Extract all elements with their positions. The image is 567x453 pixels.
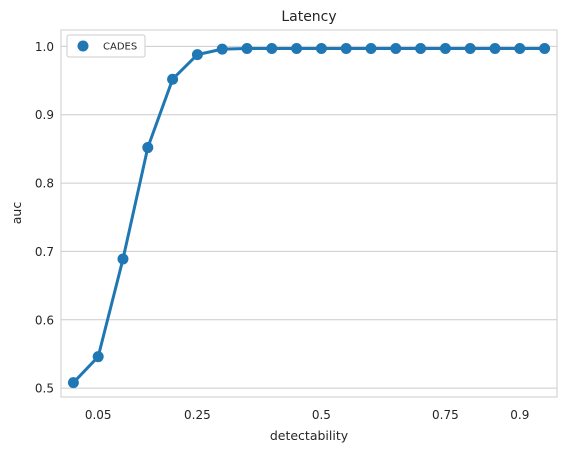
y-tick-label-2: 0.7 (35, 245, 54, 259)
data-point-16 (465, 43, 476, 54)
data-point-11 (341, 43, 352, 54)
data-point-14 (415, 43, 426, 54)
data-point-15 (440, 43, 451, 54)
data-point-13 (390, 43, 401, 54)
data-point-0 (68, 377, 79, 388)
y-tick-label-1: 0.6 (35, 313, 54, 327)
data-point-1 (93, 351, 104, 362)
plot-area (61, 30, 557, 397)
data-point-18 (514, 43, 525, 54)
x-tick-label-3: 0.75 (432, 408, 459, 422)
y-tick-label-0: 0.5 (35, 382, 54, 396)
data-point-8 (266, 43, 277, 54)
data-point-5 (192, 49, 203, 60)
x-tick-label-0: 0.05 (85, 408, 112, 422)
data-point-12 (366, 43, 377, 54)
legend-label: CADES (103, 42, 137, 53)
data-point-19 (539, 43, 550, 54)
data-point-10 (316, 43, 327, 54)
y-tick-labels: 0.5 0.6 0.7 0.8 0.9 1.0 (35, 40, 54, 396)
y-tick-label-4: 0.9 (35, 108, 54, 122)
x-tick-label-4: 0.9 (510, 408, 529, 422)
data-point-3 (142, 142, 153, 153)
data-point-4 (167, 74, 178, 85)
data-point-9 (291, 43, 302, 54)
x-axis-label: detectability (270, 428, 349, 443)
legend: CADES (67, 35, 145, 57)
y-tick-label-3: 0.8 (35, 177, 54, 191)
data-point-2 (118, 253, 129, 264)
data-point-17 (490, 43, 501, 54)
x-tick-label-1: 0.25 (184, 408, 211, 422)
chart-title: Latency (281, 9, 336, 25)
x-tick-label-2: 0.5 (312, 408, 331, 422)
y-tick-label-5: 1.0 (35, 40, 54, 54)
data-point-6 (217, 44, 228, 55)
x-tick-labels: 0.05 0.25 0.5 0.75 0.9 (85, 408, 530, 422)
legend-marker (78, 41, 89, 52)
data-point-7 (242, 43, 253, 54)
y-axis-label: auc (9, 202, 24, 225)
